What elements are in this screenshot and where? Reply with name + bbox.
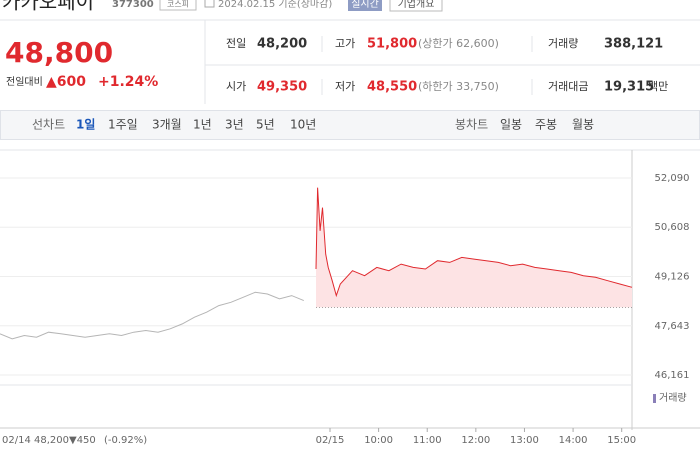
x-tick-label: 12:00: [461, 435, 490, 446]
footer-rate: (-0.92%): [104, 435, 147, 446]
change-rate: +1.24%: [98, 74, 158, 90]
x-tick-label: 02/15: [316, 435, 345, 446]
period-tab[interactable]: 3년: [225, 118, 244, 132]
stock-name: 카카오페이: [2, 0, 94, 14]
company-button[interactable]: [389, 0, 443, 12]
x-tick-label: 14:00: [559, 435, 588, 446]
stat-value: 48,200: [257, 37, 307, 52]
period-tab[interactable]: 1년: [193, 118, 212, 132]
realtime-button[interactable]: [348, 0, 382, 11]
tab-group-label: 봉차트: [455, 118, 488, 132]
volume-label: 거래량: [659, 392, 687, 404]
price-line: [315, 187, 633, 298]
tab-bar: [0, 110, 700, 140]
x-tick-label: 11:00: [413, 435, 442, 446]
market-badge: [159, 0, 197, 11]
change: ▲600: [46, 74, 86, 90]
stat-value: 19,315: [604, 80, 654, 95]
volume-legend-swatch: [653, 394, 656, 403]
current-price: 48,800: [5, 36, 113, 69]
market: 코스피: [167, 0, 189, 9]
y-tick-label: 52,090: [655, 173, 690, 184]
date: 2024.02.15 기준(장마감): [218, 0, 332, 10]
stat-label: 저가: [335, 80, 355, 93]
area: [316, 187, 632, 308]
x-tick-label: 13:00: [510, 435, 539, 446]
y-tick-label: 49,126: [655, 271, 690, 282]
period-tab[interactable]: 10년: [290, 118, 316, 132]
realtime[interactable]: 실시간: [351, 0, 379, 10]
stat-value: 51,800: [367, 37, 417, 52]
stat-value: 49,350: [257, 80, 307, 95]
period-tab[interactable]: 1주일: [108, 118, 138, 132]
y-tick-label: 46,161: [655, 370, 690, 381]
stat-value: 48,550: [367, 80, 417, 95]
stat-sub: (상한가 62,600): [418, 37, 499, 50]
footer-change: ▼450: [69, 435, 96, 446]
stat-label: 전일: [226, 36, 246, 50]
candle-tab[interactable]: 월봉: [572, 118, 594, 132]
candle-tab[interactable]: 주봉: [535, 118, 557, 132]
calendar-icon: [204, 0, 215, 8]
stat-label: 시가: [226, 80, 246, 93]
period-tab[interactable]: 3개월: [152, 118, 182, 132]
price-line: [0, 291, 304, 340]
footer-price: 48,200: [34, 435, 69, 446]
stat-label: 고가: [335, 37, 355, 50]
stat-sub: (하한가 33,750): [418, 79, 499, 93]
candle-tab[interactable]: 일봉: [500, 118, 522, 132]
stat-label: 거래대금: [548, 80, 588, 93]
stats: 전일 48,200 고가 51,800 (상한가 62,600) 거래량 388,121 시가…: [226, 36, 668, 95]
stat-unit: 백만: [648, 80, 668, 93]
change-label: 전일대비: [6, 76, 43, 88]
footer-date: 02/14: [2, 435, 31, 446]
stat-label: 거래량: [548, 37, 578, 50]
y-tick-label: 47,643: [655, 321, 690, 332]
stat-value: 388,121: [604, 37, 663, 52]
y-tick-label: 50,608: [655, 222, 690, 233]
tab-group-label: 선차트: [32, 118, 65, 132]
stock-code: 377300: [112, 0, 154, 10]
period-tab[interactable]: 1일: [76, 118, 95, 132]
plot: 52,090 50,608 49,126 47,643 46,161 02/15 10:00…: [0, 173, 690, 446]
x-tick-label: 10:00: [364, 435, 393, 446]
x-tick-label: 15:00: [607, 435, 636, 446]
tabs: 선차트 1일 1주일 3개월 1년 3년 5년 10년 봉차트 일봉 주봉 월봉: [32, 118, 594, 132]
period-tab[interactable]: 5년: [256, 118, 275, 132]
company[interactable]: 기업개요: [398, 0, 435, 10]
